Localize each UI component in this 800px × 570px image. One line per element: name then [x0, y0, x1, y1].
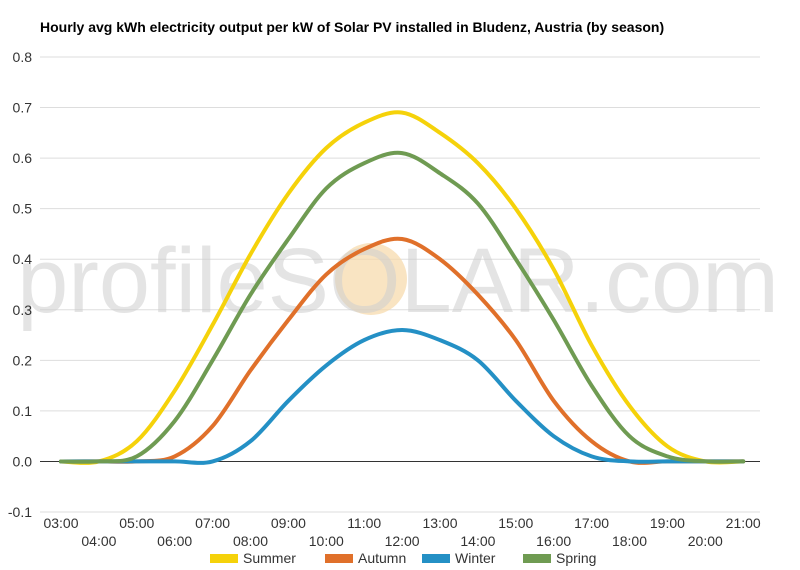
- legend-item-autumn[interactable]: Autumn: [325, 550, 406, 566]
- watermark-text: profileSOLAR.com: [17, 230, 779, 332]
- x-tick-label: 07:00: [195, 515, 230, 531]
- y-tick-label: 0.4: [13, 251, 33, 267]
- watermark-sun: [335, 243, 407, 315]
- x-tick-label: 19:00: [650, 515, 685, 531]
- legend-label: Summer: [243, 550, 296, 566]
- chart-title: Hourly avg kWh electricity output per kW…: [40, 19, 665, 35]
- series-line-winter: [59, 328, 746, 465]
- x-tick-label: 10:00: [309, 533, 344, 549]
- y-tick-label: 0.2: [13, 352, 33, 368]
- x-axis-ticks: 03:0004:0005:0006:0007:0008:0009:0010:00…: [43, 515, 760, 549]
- legend-item-summer[interactable]: Summer: [210, 550, 296, 566]
- watermark: profileSOLAR.com: [17, 230, 779, 332]
- x-tick-label: 11:00: [347, 515, 381, 531]
- x-tick-label: 03:00: [43, 515, 78, 531]
- legend-swatch: [523, 554, 551, 563]
- x-tick-label: 12:00: [385, 533, 420, 549]
- y-tick-label: 0.0: [13, 453, 33, 469]
- y-tick-label: -0.1: [8, 504, 32, 520]
- x-tick-label: 14:00: [460, 533, 495, 549]
- y-tick-label: 0.5: [13, 201, 33, 217]
- x-tick-label: 09:00: [271, 515, 306, 531]
- x-tick-label: 05:00: [119, 515, 154, 531]
- x-tick-label: 06:00: [157, 533, 192, 549]
- legend-item-spring[interactable]: Spring: [523, 550, 596, 566]
- x-tick-label: 20:00: [688, 533, 723, 549]
- x-tick-label: 21:00: [726, 515, 761, 531]
- legend-label: Autumn: [358, 550, 406, 566]
- y-tick-label: 0.3: [13, 302, 33, 318]
- series-line-summer: [59, 110, 746, 465]
- series-lines: [59, 110, 746, 465]
- legend-item-winter[interactable]: Winter: [422, 550, 496, 566]
- x-tick-label: 17:00: [574, 515, 609, 531]
- legend: Summer Autumn Winter Spring: [210, 550, 596, 566]
- x-tick-label: 08:00: [233, 533, 268, 549]
- x-tick-label: 13:00: [422, 515, 457, 531]
- y-tick-label: 0.6: [13, 150, 33, 166]
- legend-label: Spring: [556, 550, 596, 566]
- legend-swatch: [325, 554, 353, 563]
- x-tick-label: 16:00: [536, 533, 571, 549]
- x-tick-label: 04:00: [81, 533, 116, 549]
- x-tick-label: 15:00: [498, 515, 533, 531]
- x-tick-label: 18:00: [612, 533, 647, 549]
- legend-label: Winter: [455, 550, 496, 566]
- y-axis-ticks: 0.8 0.7 0.6 0.5 0.4 0.3 0.2 0.1 0.0 -0.1: [8, 49, 32, 520]
- y-tick-label: 0.1: [13, 403, 33, 419]
- legend-swatch: [422, 554, 450, 563]
- y-tick-label: 0.7: [13, 100, 33, 116]
- y-tick-label: 0.8: [13, 49, 33, 65]
- legend-swatch: [210, 554, 238, 563]
- series-line-spring: [59, 150, 746, 464]
